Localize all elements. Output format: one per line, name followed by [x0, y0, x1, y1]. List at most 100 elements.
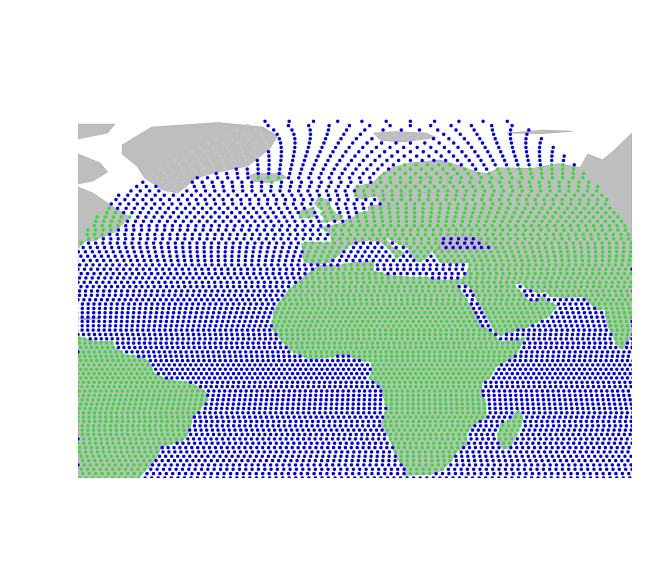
- land-grid-point: [504, 428, 509, 432]
- land-grid-point: [301, 332, 305, 337]
- ocean-grid-point: [598, 341, 602, 345]
- ocean-grid-point: [521, 428, 526, 432]
- ocean-grid-point: [199, 371, 203, 376]
- ocean-grid-point: [290, 384, 294, 389]
- ocean-grid-point: [225, 415, 230, 419]
- land-grid-point: [424, 280, 428, 284]
- land-grid-point: [443, 350, 448, 354]
- ocean-grid-point: [520, 406, 525, 411]
- ocean-grid-point: [497, 467, 501, 471]
- ocean-grid-point: [558, 363, 563, 367]
- ocean-grid-point: [209, 450, 213, 454]
- ocean-grid-point: [149, 258, 153, 263]
- land-grid-point: [306, 315, 311, 319]
- ocean-grid-point: [173, 350, 177, 354]
- land-grid-point: [405, 302, 410, 306]
- ocean-grid-point: [163, 476, 167, 478]
- ocean-grid-point: [284, 437, 288, 441]
- ocean-grid-point: [238, 419, 242, 424]
- ocean-grid-point: [488, 406, 492, 411]
- ocean-grid-point: [625, 367, 630, 371]
- land-grid-point: [83, 445, 88, 450]
- land-grid-point: [137, 432, 141, 437]
- land-grid-point: [146, 441, 150, 445]
- land-grid-point: [115, 354, 119, 358]
- ocean-grid-point: [559, 311, 564, 315]
- ocean-grid-point: [174, 354, 178, 358]
- ocean-grid-point: [510, 363, 514, 367]
- ocean-grid-point: [581, 306, 585, 311]
- ocean-grid-point: [596, 371, 600, 376]
- land-grid-point: [566, 293, 571, 297]
- ocean-grid-point: [280, 380, 284, 384]
- ocean-grid-point: [630, 415, 632, 419]
- ocean-grid-point: [216, 393, 221, 398]
- land-grid-point: [453, 293, 457, 297]
- ocean-grid-point: [568, 424, 572, 428]
- ocean-grid-point: [164, 471, 168, 476]
- ocean-grid-point: [206, 354, 211, 358]
- land-grid-point: [388, 298, 392, 302]
- land-grid-point: [434, 311, 438, 315]
- ocean-grid-point: [157, 328, 162, 332]
- ocean-grid-point: [226, 319, 230, 324]
- land-grid-point: [430, 341, 434, 345]
- land-grid-point: [471, 406, 475, 411]
- ocean-grid-point: [515, 406, 519, 411]
- land-grid-point: [448, 358, 453, 363]
- ocean-grid-point: [78, 316, 79, 319]
- ocean-grid-point: [189, 284, 193, 289]
- ocean-grid-point: [196, 354, 200, 358]
- ocean-grid-point: [237, 363, 241, 367]
- land-grid-point: [87, 363, 91, 367]
- ocean-grid-point: [131, 311, 136, 315]
- ocean-grid-point: [358, 258, 362, 263]
- land-grid-point: [495, 293, 499, 297]
- land-grid-point: [387, 293, 392, 297]
- ocean-grid-point: [546, 354, 550, 358]
- ocean-grid-point: [213, 411, 218, 415]
- land-grid-point: [582, 276, 586, 280]
- land-grid-point: [462, 371, 466, 376]
- ocean-grid-point: [245, 376, 249, 380]
- ocean-grid-point: [612, 419, 616, 424]
- land-grid-point: [100, 471, 104, 476]
- ocean-grid-point: [516, 476, 521, 478]
- ocean-grid-point: [260, 350, 264, 354]
- ocean-grid-point: [222, 350, 226, 354]
- land-grid-point: [506, 345, 510, 350]
- ocean-grid-point: [185, 293, 189, 297]
- land-grid-point: [358, 298, 363, 302]
- ocean-grid-point: [526, 371, 530, 376]
- land-grid-point: [387, 384, 391, 389]
- ocean-grid-point: [293, 471, 297, 476]
- ocean-grid-point: [242, 363, 246, 367]
- ocean-grid-point: [476, 315, 480, 319]
- land-grid-point: [316, 271, 320, 276]
- ocean-grid-point: [295, 458, 299, 463]
- land-grid-point: [110, 406, 114, 411]
- ocean-grid-point: [273, 341, 277, 345]
- ocean-grid-point: [465, 450, 469, 454]
- land-grid-point: [156, 398, 160, 402]
- ocean-grid-point: [530, 350, 534, 354]
- ocean-grid-point: [328, 450, 332, 454]
- ocean-grid-point: [609, 332, 613, 337]
- land-grid-point: [322, 306, 326, 311]
- land-grid-point: [488, 337, 492, 341]
- land-grid-point: [416, 389, 421, 393]
- land-grid-point: [106, 402, 110, 406]
- ocean-grid-point: [534, 419, 538, 424]
- ocean-grid-point: [497, 415, 501, 419]
- land-grid-point: [295, 315, 299, 319]
- ocean-grid-point: [601, 458, 606, 463]
- ocean-grid-point: [195, 284, 199, 289]
- ocean-grid-point: [202, 358, 206, 363]
- land-grid-point: [437, 315, 441, 319]
- land-grid-point: [176, 406, 180, 411]
- ocean-grid-point: [216, 315, 220, 319]
- ocean-grid-point: [241, 384, 246, 389]
- land-grid-point: [462, 363, 466, 367]
- ocean-grid-point: [592, 345, 596, 350]
- land-grid-point: [198, 402, 203, 406]
